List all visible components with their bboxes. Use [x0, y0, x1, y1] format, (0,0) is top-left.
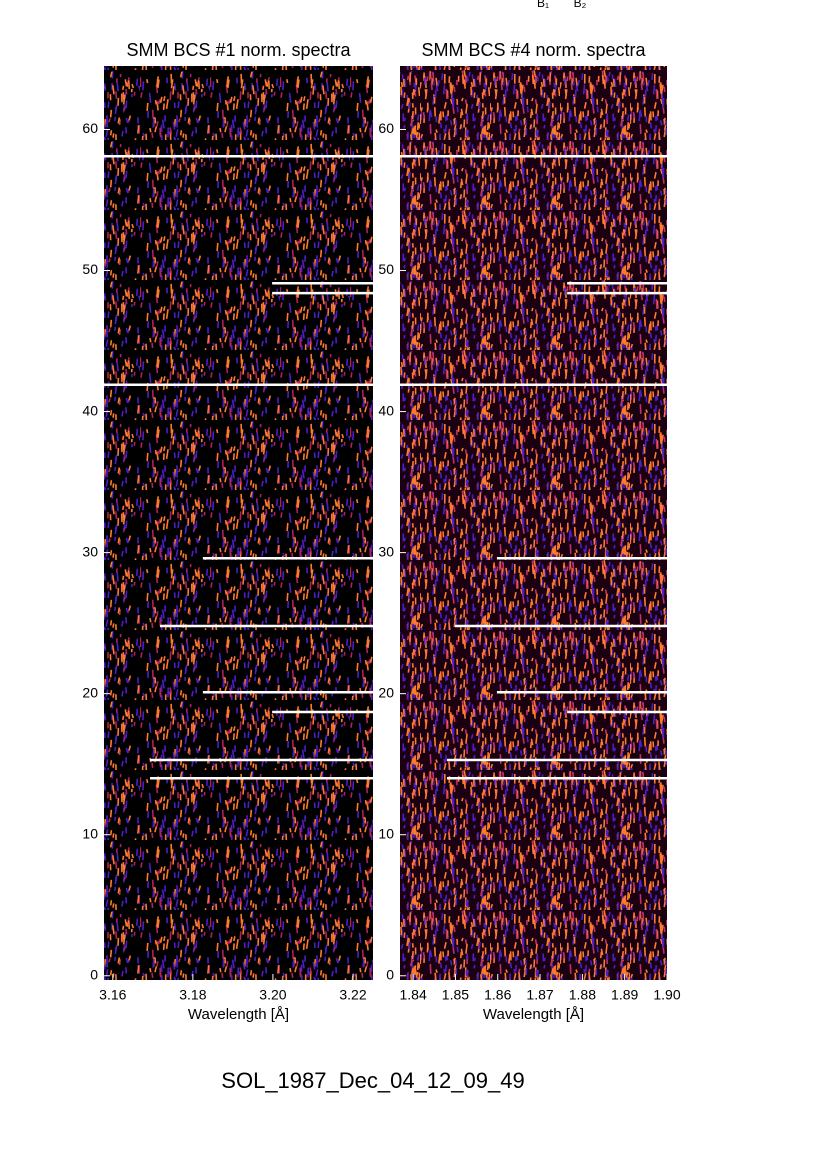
y-tick-label: 10 [82, 825, 98, 841]
x-tick-label: 3.22 [339, 987, 366, 1003]
y-tick-label: 60 [82, 120, 98, 136]
y-tick-label: 10 [378, 825, 394, 841]
y-tick-label: 50 [378, 261, 394, 277]
x-axis-label: Wavelength [Å] [483, 1006, 584, 1023]
x-tick-label: 3.20 [259, 987, 286, 1003]
y-tick-label: 30 [82, 543, 98, 559]
x-tick-label: 1.88 [569, 987, 596, 1003]
y-tick-label: 0 [386, 966, 394, 982]
annotation: B₁ [537, 0, 549, 10]
x-tick-label: 1.84 [399, 987, 426, 1003]
y-tick-label: 0 [90, 966, 98, 982]
x-tick-label: 3.18 [179, 987, 206, 1003]
y-tick-label: 20 [378, 684, 394, 700]
x-tick-label: 1.86 [484, 987, 511, 1003]
panel-title: SMM BCS #4 norm. spectra [421, 40, 646, 60]
x-tick-label: 1.87 [526, 987, 553, 1003]
y-tick-label: 30 [378, 543, 394, 559]
footer: SOL_1987_Dec_04_12_09_49 [221, 1068, 524, 1093]
y-tick-label: 50 [82, 261, 98, 277]
y-tick-label: 40 [378, 402, 394, 418]
y-tick-label: 40 [82, 402, 98, 418]
x-tick-label: 1.85 [442, 987, 469, 1003]
x-axis-label: Wavelength [Å] [188, 1006, 289, 1023]
heatmap [104, 66, 373, 980]
x-tick-label: 1.90 [653, 987, 680, 1003]
heatmap [400, 66, 667, 980]
panel-title: SMM BCS #1 norm. spectra [126, 40, 351, 60]
y-tick-label: 60 [378, 120, 394, 136]
x-tick-label: 3.16 [99, 987, 126, 1003]
annotation: B₂ [574, 0, 587, 10]
y-tick-label: 20 [82, 684, 98, 700]
x-tick-label: 1.89 [611, 987, 638, 1003]
